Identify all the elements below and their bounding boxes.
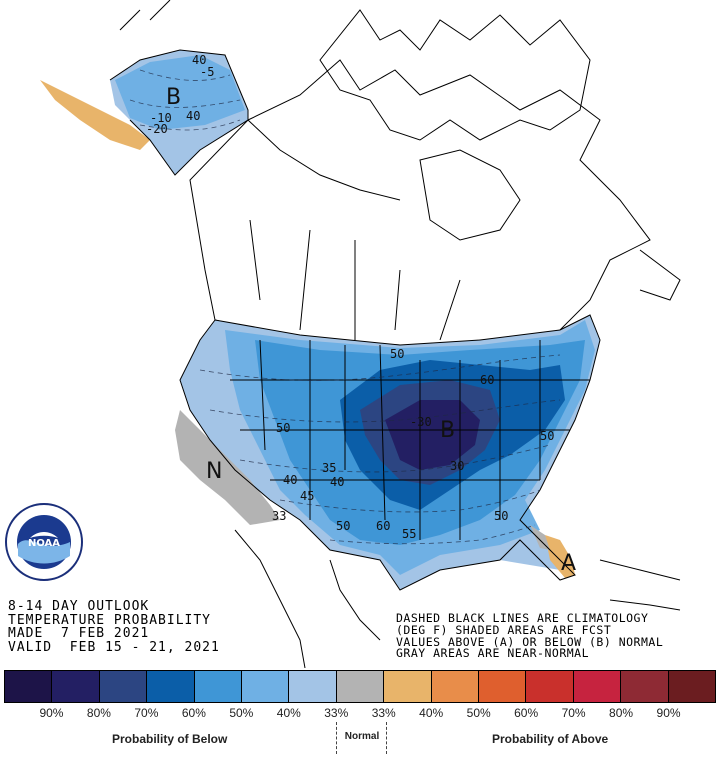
notes-line: (DEG F) SHADED AREAS ARE FCST: [396, 622, 612, 637]
climatology-label: -20: [146, 122, 168, 136]
southwest-normal: [175, 410, 280, 525]
legend-tick-label: 70%: [561, 706, 586, 720]
mexico-outline: [234, 529, 681, 668]
temperature-outlook-map: B B N A 40 -5 -10 -20 40 50 50 60 -30 30…: [40, 0, 681, 668]
climatology-label: 40: [186, 109, 200, 123]
climatology-label: 50: [540, 429, 554, 443]
climatology-label: 60: [376, 519, 390, 533]
florida-above-letter: A: [561, 551, 576, 576]
legend-tick-label: 50%: [229, 706, 254, 720]
climatology-label: 40: [192, 53, 206, 67]
legend-swatch: [5, 671, 53, 702]
alaska-region: [40, 49, 249, 176]
legend-tick-label: 90%: [39, 706, 64, 720]
climatology-label: 30: [450, 459, 464, 473]
climatology-label: 50: [276, 421, 290, 435]
map-notes: DASHED BLACK LINES ARE CLIMATOLOGY (DEG F…: [396, 611, 664, 661]
conus-region: [175, 314, 601, 591]
climatology-label: -10: [150, 111, 172, 125]
climatology-label: 50: [390, 347, 404, 361]
aleutians-above: [40, 80, 150, 150]
notes-line: DASHED BLACK LINES ARE CLIMATOLOGY: [396, 611, 649, 625]
climatology-label: 35: [322, 461, 336, 475]
climatology-label: 50: [336, 519, 350, 533]
legend-swatch: [99, 671, 148, 702]
legend-swatch: [194, 671, 243, 702]
southwest-normal-letter: N: [206, 459, 222, 484]
legend-normal-divider-left: [336, 722, 337, 754]
legend-swatch: [289, 671, 337, 702]
legend-tick-label: 50%: [466, 706, 491, 720]
caption-line-type: TEMPERATURE PROBABILITY: [8, 612, 212, 628]
climatology-label: 33: [272, 509, 286, 523]
caption-line-valid: VALID FEB 15 - 21, 2021: [8, 639, 220, 655]
climatology-label: 60: [480, 373, 494, 387]
legend-swatch: [147, 671, 195, 702]
probability-tick-labels: 90% 80% 70% 60% 50% 40% 33% 33% 40% 50% 60% 70% 80% 9…: [4, 706, 716, 722]
legend-tick-label: 40%: [276, 706, 301, 720]
legend-swatch: [668, 671, 716, 702]
legend-swatch: [336, 671, 385, 702]
legend-swatch: [431, 671, 480, 702]
caption-line-made: MADE 7 FEB 2021: [8, 626, 150, 641]
climatology-label: 40: [283, 473, 297, 487]
noaa-logo-text: NOAA: [28, 538, 60, 549]
legend-swatch: [52, 671, 100, 702]
climatology-label: 55: [402, 527, 416, 541]
legend-normal-title: Normal: [344, 731, 380, 742]
central-below-letter: B: [440, 418, 455, 443]
climatology-label: -30: [410, 415, 432, 429]
caption-line-title: 8-14 DAY OUTLOOK: [8, 599, 150, 614]
probability-color-legend: [4, 670, 716, 703]
legend-tick-label: 60%: [181, 706, 206, 720]
legend-tick-label: 33%: [324, 706, 349, 720]
legend-swatch: [526, 671, 574, 702]
legend-tick-label: 80%: [609, 706, 634, 720]
legend-tick-label: 80%: [86, 706, 111, 720]
outlook-caption: 8-14 DAY OUTLOOK TEMPERATURE PROBABILITY M…: [8, 600, 220, 654]
notes-line: GRAY AREAS ARE NEAR-NORMAL: [396, 646, 590, 661]
climatology-label: 40: [330, 475, 344, 489]
legend-swatch: [573, 671, 622, 702]
legend-swatch: [479, 671, 527, 702]
legend-tick-label: 70%: [134, 706, 159, 720]
legend-swatch: [384, 671, 432, 702]
legend-below-title: Probability of Below: [112, 732, 228, 746]
florida-normal: [530, 525, 550, 550]
climatology-label: 45: [300, 489, 314, 503]
legend-normal-divider-right: [386, 722, 387, 754]
climatology-label: 50: [494, 509, 508, 523]
legend-tick-label: 40%: [419, 706, 444, 720]
legend-tick-label: 60%: [514, 706, 539, 720]
noaa-seal-icon: NOAA: [5, 503, 83, 581]
legend-tick-label: 33%: [371, 706, 396, 720]
notes-line: VALUES ABOVE (A) OR BELOW (B) NORMAL: [396, 634, 664, 649]
alaska-below-letter: B: [166, 85, 181, 110]
legend-tick-label: 90%: [656, 706, 681, 720]
alaska-shading-medium: [115, 55, 245, 130]
legend-swatch: [621, 671, 669, 702]
legend-above-title: Probability of Above: [492, 732, 609, 746]
climatology-label: -5: [200, 65, 214, 79]
legend-swatch: [242, 671, 290, 702]
conus-shading-90: [385, 400, 480, 470]
